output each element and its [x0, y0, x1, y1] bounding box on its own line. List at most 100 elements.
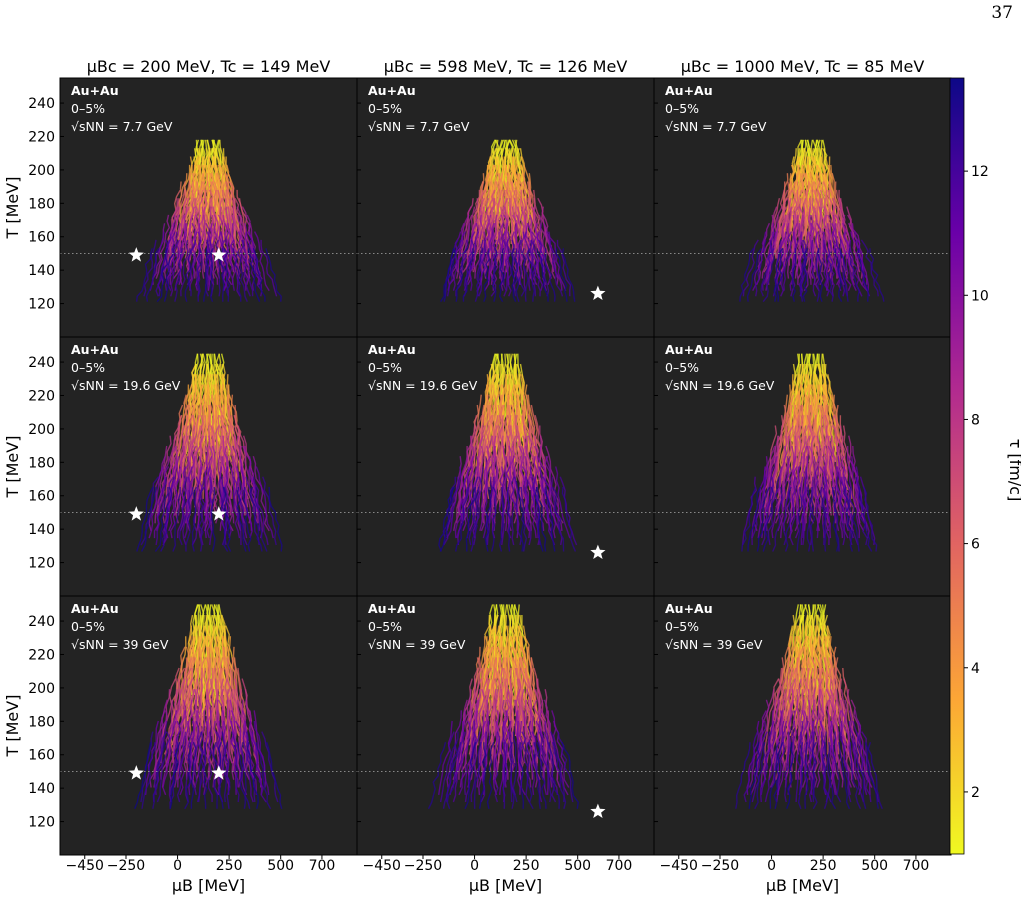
annotation-centrality: 0–5%: [71, 101, 105, 116]
trajectory-line: [247, 248, 261, 302]
y-axis-label: T [MeV]: [3, 177, 22, 240]
trajectory-line: [792, 678, 802, 764]
trajectory-line: [224, 172, 237, 245]
trajectory-line: [480, 455, 492, 532]
trajectory-line: [555, 248, 568, 302]
trajectory-line: [527, 248, 536, 302]
trajectory-line: [849, 742, 862, 810]
x-tick-label: 700: [606, 858, 633, 874]
y-tick-label: 120: [28, 556, 55, 572]
trajectory-line: [462, 248, 474, 302]
trajectory-line: [779, 466, 789, 539]
trajectory-line: [524, 476, 532, 546]
trajectory-line: [769, 741, 781, 809]
trajectory-line: [761, 214, 775, 279]
trajectory-line: [794, 456, 803, 532]
trajectory-line: [506, 239, 513, 297]
trajectory-line: [784, 486, 792, 552]
colorbar-gradient: [949, 77, 965, 855]
trajectory-line: [161, 710, 177, 788]
trajectory-line: [493, 731, 501, 803]
trajectory-line: [210, 486, 216, 552]
annotation-energy: √sNN = 39 GeV: [71, 637, 169, 652]
trajectory-bundle: [735, 604, 883, 810]
trajectory-line: [240, 742, 251, 809]
trajectory-line: [551, 741, 567, 809]
trajectory-line: [465, 486, 476, 552]
trajectory-line: [498, 248, 505, 303]
trajectory-line: [777, 435, 790, 516]
panel-r1-c2: Au+Au 0–5% √sNN = 7.7 GeV: [356, 77, 655, 338]
trajectory-line: [832, 710, 844, 788]
annotation-centrality: 0–5%: [368, 619, 402, 634]
x-axis-label: μB [MeV]: [172, 876, 245, 895]
y-axis-label: T [MeV]: [3, 436, 22, 499]
trajectory-bundle: [136, 139, 282, 303]
trajectory-line: [848, 248, 860, 302]
column-title: μBc = 200 MeV, Tc = 149 MeV: [87, 57, 331, 76]
trajectory-line: [817, 248, 824, 302]
trajectory-line: [498, 425, 504, 508]
trajectory-line: [242, 731, 254, 803]
trajectory-line: [195, 181, 204, 252]
trajectory-line: [452, 231, 467, 291]
trajectory-line: [807, 731, 814, 803]
trajectory-line: [824, 435, 832, 516]
trajectory-line: [162, 720, 177, 796]
trajectory-line: [739, 247, 755, 302]
x-tick-label: 0: [173, 858, 182, 874]
trajectory-line: [507, 445, 513, 524]
annotation-energy: √sNN = 19.6 GeV: [665, 378, 775, 393]
trajectory-line: [190, 741, 197, 809]
trajectory-line: [531, 731, 543, 803]
annotation-energy: √sNN = 7.7 GeV: [665, 119, 767, 134]
x-tick-label: 500: [861, 858, 888, 874]
trajectory-line: [439, 731, 455, 803]
trajectory-line: [268, 486, 283, 552]
x-tick-label: −250: [107, 858, 145, 874]
trajectory-line: [867, 741, 883, 810]
annotation-energy: √sNN = 19.6 GeV: [368, 378, 478, 393]
trajectory-line: [239, 239, 251, 297]
trajectory-line: [516, 689, 524, 772]
trajectory-line: [473, 742, 482, 809]
trajectory-line: [214, 404, 222, 491]
trajectory-line: [203, 456, 210, 532]
trajectory-line: [789, 231, 797, 291]
trajectory-line: [504, 404, 511, 491]
trajectory-line: [776, 731, 785, 803]
trajectory-line: [502, 239, 507, 297]
x-tick-label: 250: [810, 858, 837, 874]
colorbar-tick-label: 12: [971, 164, 989, 180]
annotation-system: Au+Au: [71, 83, 119, 98]
trajectory-line: [483, 248, 491, 302]
y-tick-label: 160: [28, 748, 55, 764]
trajectory-line: [754, 742, 766, 810]
trajectory-line: [457, 476, 468, 546]
trajectory-line: [816, 222, 824, 286]
trajectory-line: [550, 731, 565, 803]
trajectory-line: [823, 476, 831, 546]
annotation-centrality: 0–5%: [368, 360, 402, 375]
critical-point-star: [211, 506, 227, 521]
trajectory-line: [798, 231, 805, 292]
trajectory-line: [780, 239, 790, 297]
trajectory-line: [801, 476, 808, 546]
y-tick-label: 180: [28, 455, 55, 471]
trajectory-line: [756, 486, 771, 552]
trajectory-line: [858, 486, 873, 552]
trajectory-line: [858, 248, 869, 302]
trajectory-line: [786, 742, 794, 810]
critical-point-star: [128, 765, 144, 780]
trajectory-line: [561, 486, 577, 552]
trajectory-line: [236, 486, 247, 552]
trajectory-line: [774, 445, 787, 524]
y-tick-label: 220: [28, 129, 55, 145]
trajectory-line: [446, 741, 462, 810]
trajectory-line: [232, 248, 242, 302]
trajectory-line: [452, 731, 466, 803]
trajectory-line: [173, 710, 186, 788]
annotation-system: Au+Au: [665, 342, 713, 357]
trajectory-line: [248, 466, 264, 539]
panel-r3-c2: Au+Au 0–5% √sNN = 39 GeV: [356, 595, 655, 859]
